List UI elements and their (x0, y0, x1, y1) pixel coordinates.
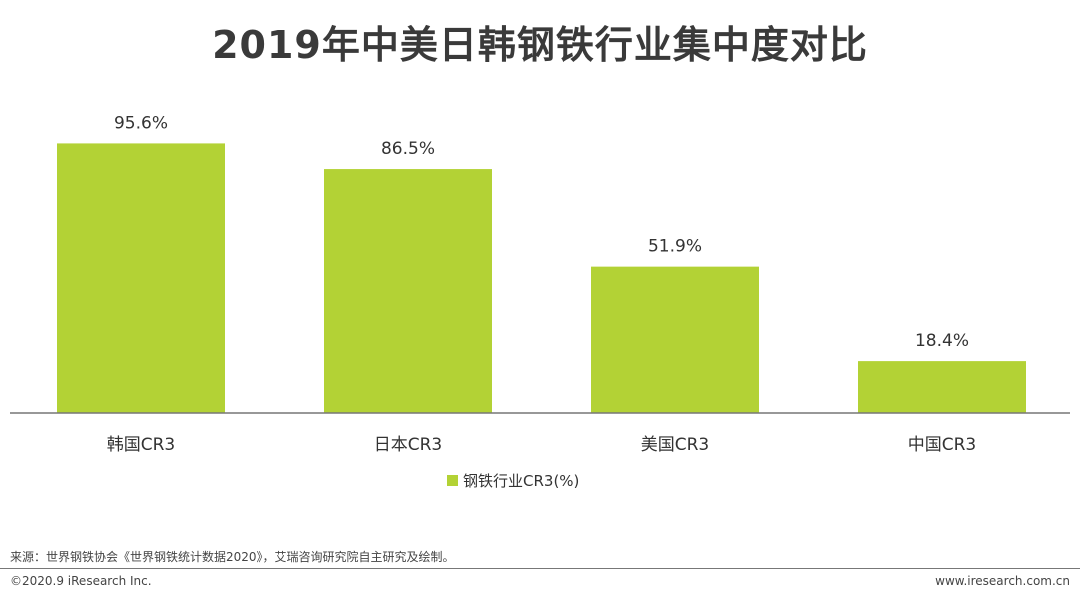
footer-divider (0, 568, 1080, 569)
bar-3 (858, 361, 1026, 413)
data-label-0: 95.6% (114, 113, 168, 133)
bar-2 (591, 266, 759, 413)
data-label-2: 51.9% (648, 237, 702, 257)
category-label-2: 美国CR3 (641, 435, 710, 455)
data-label-3: 18.4% (915, 331, 969, 351)
source-note: 来源：世界钢铁协会《世界钢铁统计数据2020》，艾瑞咨询研究院自主研究及绘制。 (10, 550, 455, 564)
data-label-1: 86.5% (381, 139, 435, 159)
bar-1 (324, 169, 492, 413)
category-label-1: 日本CR3 (374, 435, 443, 455)
legend-swatch (447, 475, 458, 486)
chart-title: 2019年中美日韩钢铁行业集中度对比 (212, 23, 868, 67)
website-url: www.iresearch.com.cn (935, 574, 1070, 588)
bar-0 (57, 143, 225, 413)
legend-label: 钢铁行业CR3(%) (463, 472, 580, 490)
legend: 钢铁行业CR3(%) (447, 470, 579, 491)
copyright-text: ©2020.9 iResearch Inc. (10, 574, 152, 588)
category-label-3: 中国CR3 (908, 435, 977, 455)
category-label-0: 韩国CR3 (107, 435, 176, 455)
